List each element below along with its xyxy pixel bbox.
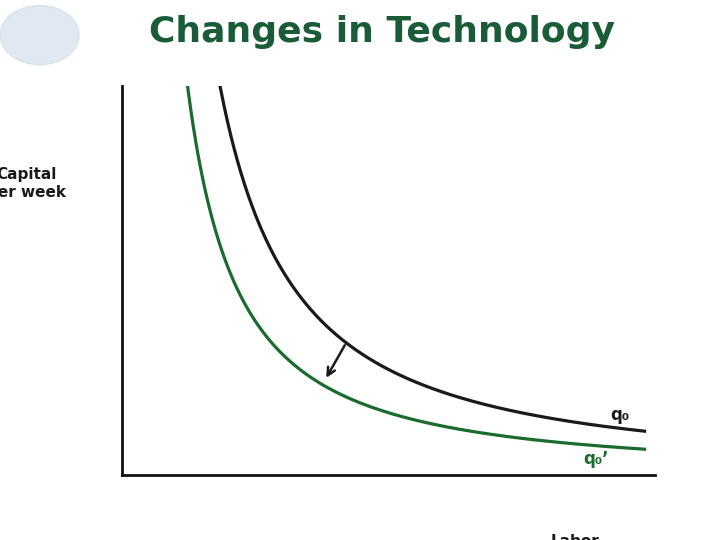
Text: q₀’: q₀’ [583, 450, 609, 468]
Text: Ch. 6  ■  25: Ch. 6 ■ 25 [654, 522, 713, 530]
Text: q₀: q₀ [610, 406, 629, 424]
Text: Changes in Technology: Changes in Technology [148, 15, 615, 49]
Text: Labor
per week: Labor per week [536, 534, 615, 540]
Text: © 2015 Cengage Learning. All Rights Reserved. May not be scanned, copied or dupl: © 2015 Cengage Learning. All Rights Rese… [7, 523, 562, 529]
Text: Capital
per week: Capital per week [0, 167, 66, 200]
